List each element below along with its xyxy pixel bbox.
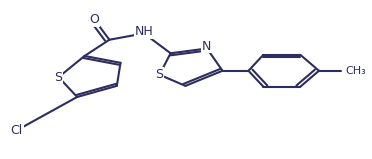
- Text: O: O: [90, 13, 99, 26]
- Text: N: N: [202, 40, 212, 53]
- Text: S: S: [155, 68, 163, 81]
- Text: NH: NH: [135, 25, 153, 38]
- Text: CH₃: CH₃: [346, 66, 366, 76]
- Text: Cl: Cl: [10, 124, 23, 137]
- Text: S: S: [55, 71, 62, 84]
